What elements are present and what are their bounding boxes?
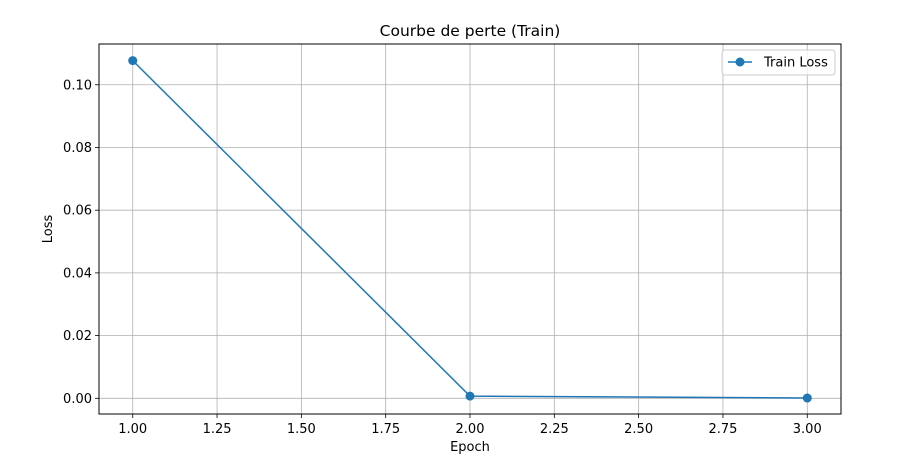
- y-tick-label: 0.06: [63, 204, 92, 219]
- series-layer: [128, 56, 812, 403]
- y-tick-label: 0.00: [63, 392, 92, 407]
- legend-label-train-loss: Train Loss: [763, 56, 828, 71]
- data-point: [465, 391, 475, 401]
- y-axis-label: Loss: [41, 215, 56, 244]
- data-point: [128, 56, 138, 66]
- y-tick-label: 0.04: [63, 266, 92, 281]
- x-tick-label: 2.00: [456, 422, 485, 437]
- legend: Train Loss: [721, 49, 836, 76]
- x-tick-label: 1.75: [371, 422, 400, 437]
- x-tick-label: 2.25: [540, 422, 569, 437]
- y-tick-label: 0.08: [63, 141, 92, 156]
- y-tick-label: 0.02: [63, 329, 92, 344]
- x-axis: 1.00 1.25 1.50 1.75 2.00 2.25 2.50 2.75 3.00: [118, 414, 822, 437]
- x-axis-label: Epoch: [450, 440, 490, 455]
- y-axis: 0.00 0.02 0.04 0.06 0.08 0.10: [63, 78, 99, 407]
- x-tick-label: 1.00: [118, 422, 147, 437]
- legend-marker-sample: [735, 57, 745, 67]
- x-tick-label: 1.25: [203, 422, 232, 437]
- x-tick-label: 1.50: [287, 422, 316, 437]
- legend-box: [721, 49, 836, 76]
- x-tick-label: 2.75: [708, 422, 737, 437]
- grid: [99, 44, 841, 414]
- x-tick-label: 2.50: [624, 422, 653, 437]
- y-tick-label: 0.10: [63, 78, 92, 93]
- chart-title: Courbe de perte (Train): [380, 22, 561, 40]
- x-tick-label: 3.00: [793, 422, 822, 437]
- data-point: [802, 393, 812, 403]
